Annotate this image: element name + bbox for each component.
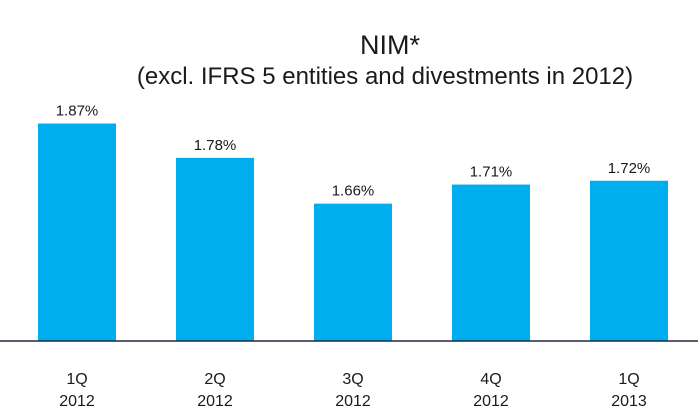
x-tick-label: 1Q 2013 [611,371,647,410]
bar [452,184,530,341]
value-label: 1.71% [470,164,513,181]
bar [590,180,668,341]
x-tick-label: 4Q 2012 [473,371,509,410]
chart-title: NIM* [360,30,420,60]
bar [176,157,254,341]
x-tick-line: 2013 [611,393,647,410]
value-label: 1.78% [194,137,237,154]
value-label: 1.72% [608,160,651,177]
x-tick-line: 2012 [197,393,233,410]
chart-subtitle: (excl. IFRS 5 entities and divestments i… [137,63,633,90]
x-tick-label: 2Q 2012 [197,371,233,410]
x-tick-line: 1Q [66,371,87,388]
x-tick-line: 3Q [342,371,363,388]
value-label: 1.66% [332,183,375,200]
x-tick-label: 1Q 2012 [59,371,95,410]
x-tick-line: 4Q [480,371,501,388]
x-tick-line: 2Q [204,371,225,388]
x-tick-line: 2012 [335,393,371,410]
bar [38,123,116,342]
x-tick-line: 1Q [618,371,639,388]
bar [314,203,392,341]
x-tick-label: 3Q 2012 [335,371,371,410]
x-tick-line: 2012 [59,393,95,410]
x-tick-line: 2012 [473,393,509,410]
value-label: 1.87% [56,103,99,120]
